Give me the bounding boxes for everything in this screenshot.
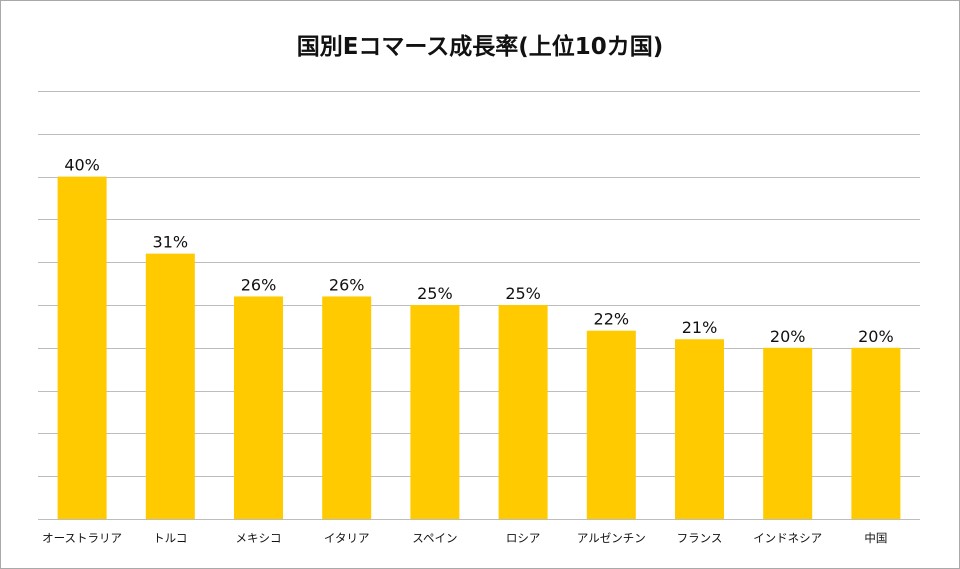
x-tick-label: トルコ (153, 531, 187, 545)
bar-value-label: 20% (858, 327, 894, 346)
bar (410, 305, 460, 519)
bar (145, 253, 195, 519)
chart-title: 国別Eコマース成長率(上位10カ国) (296, 34, 664, 60)
bar (322, 296, 372, 519)
x-tick-label: オーストラリア (42, 531, 122, 545)
x-tick-label: イタリア (324, 531, 370, 545)
x-tick-label: フランス (677, 531, 723, 545)
bar-value-label: 22% (594, 310, 630, 329)
bar-value-label: 40% (64, 156, 100, 175)
bar (851, 347, 901, 519)
bar (234, 296, 283, 519)
data-labels: 40% 31% 26% 26% 25% 25% 22% 21% 20% 20% (64, 156, 893, 346)
bar (498, 305, 548, 519)
x-tick-label: アルゼンチン (577, 531, 646, 545)
bar-value-label: 21% (682, 318, 718, 337)
bar (586, 330, 636, 519)
bar-value-label: 25% (417, 284, 453, 303)
bar (763, 347, 813, 519)
x-tick-label: スペイン (412, 531, 457, 545)
bars (57, 176, 901, 519)
bar (57, 176, 107, 519)
bar (675, 339, 724, 519)
x-tick-label: インドネシア (753, 531, 822, 545)
x-axis-tick-labels: オーストラリア トルコ メキシコ イタリア スペイン ロシア アルゼンチン フランス インドネシ… (42, 531, 887, 545)
x-tick-label: 中国 (864, 531, 887, 545)
bar-value-label: 26% (329, 275, 365, 294)
x-tick-label: ロシア (506, 531, 541, 545)
bar-value-label: 20% (770, 327, 806, 346)
x-tick-label: メキシコ (236, 531, 282, 545)
bar-value-label: 26% (241, 275, 277, 294)
bar-value-label: 31% (153, 233, 189, 252)
bar-value-label: 25% (505, 284, 541, 303)
